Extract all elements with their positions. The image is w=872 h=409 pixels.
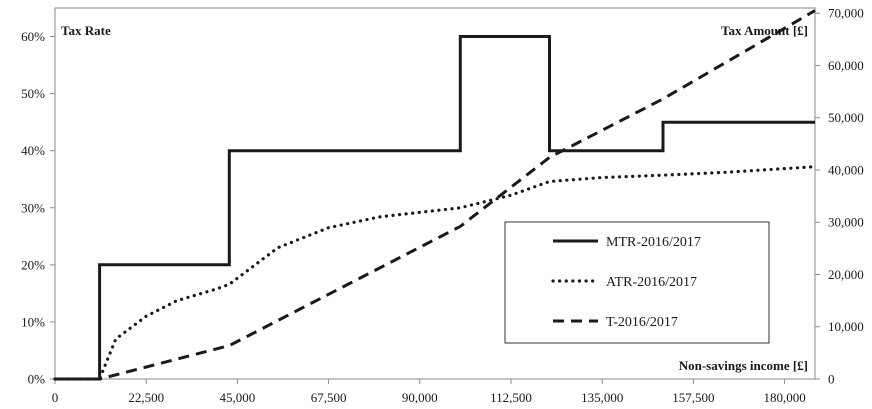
y-left-tick-label: 40% (21, 143, 45, 158)
y-right-axis-ticks: 0 10,000 20,000 30,000 40,000 50,000 60,000 70,… (815, 6, 864, 387)
y-right-tick-label: 70,000 (828, 6, 864, 21)
y-left-tick-label: 0% (28, 372, 46, 387)
x-tick-label: 157,500 (672, 390, 714, 405)
legend-box (504, 221, 770, 344)
x-tick-label: 180,000 (763, 390, 805, 405)
x-axis-label: Non-savings income [£] (679, 358, 808, 373)
y-left-tick-label: 10% (21, 314, 45, 329)
x-tick-label: 45,000 (220, 390, 256, 405)
y-left-tick-label: 50% (21, 86, 45, 101)
y-left-tick-label: 60% (21, 29, 45, 44)
x-tick-label: 0 (52, 390, 59, 405)
series-t-line (55, 9, 816, 381)
legend: MTR-2016/2017 ATR-2016/2017 T-2016/2017 (504, 221, 770, 344)
legend-label-atr: ATR-2016/2017 (606, 275, 697, 290)
legend-label-mtr: MTR-2016/2017 (606, 235, 701, 250)
y-left-axis-label: Tax Rate (61, 23, 111, 38)
series-mtr-line (55, 35, 815, 381)
x-tick-label: 90,000 (402, 390, 438, 405)
y-right-axis-label: Tax Amount [£] (721, 23, 808, 38)
x-tick-label: 112,500 (490, 390, 532, 405)
y-right-tick-label: 40,000 (828, 162, 864, 177)
x-tick-label: 22,500 (128, 390, 164, 405)
y-left-tick-label: 20% (21, 257, 45, 272)
plot-frame (54, 7, 816, 380)
x-tick-label: 135,000 (581, 390, 623, 405)
y-right-tick-label: 20,000 (828, 267, 864, 282)
y-right-tick-label: 60,000 (828, 58, 864, 73)
y-right-tick-label: 30,000 (828, 215, 864, 230)
x-axis-ticks: 0 22,500 45,000 67,500 90,000 112,500 135,000 1… (52, 379, 806, 405)
y-right-tick-label: 0 (828, 372, 835, 387)
series-atr-line (53, 165, 817, 381)
series-layer (53, 9, 817, 381)
y-left-axis-ticks: 0% 10% 20% 30% 40% 50% 60% (21, 29, 55, 387)
y-right-tick-label: 50,000 (828, 110, 864, 125)
y-right-tick-label: 10,000 (828, 319, 864, 334)
y-left-tick-label: 30% (21, 200, 45, 215)
x-tick-label: 67,500 (311, 390, 347, 405)
legend-label-t: T-2016/2017 (606, 315, 678, 330)
